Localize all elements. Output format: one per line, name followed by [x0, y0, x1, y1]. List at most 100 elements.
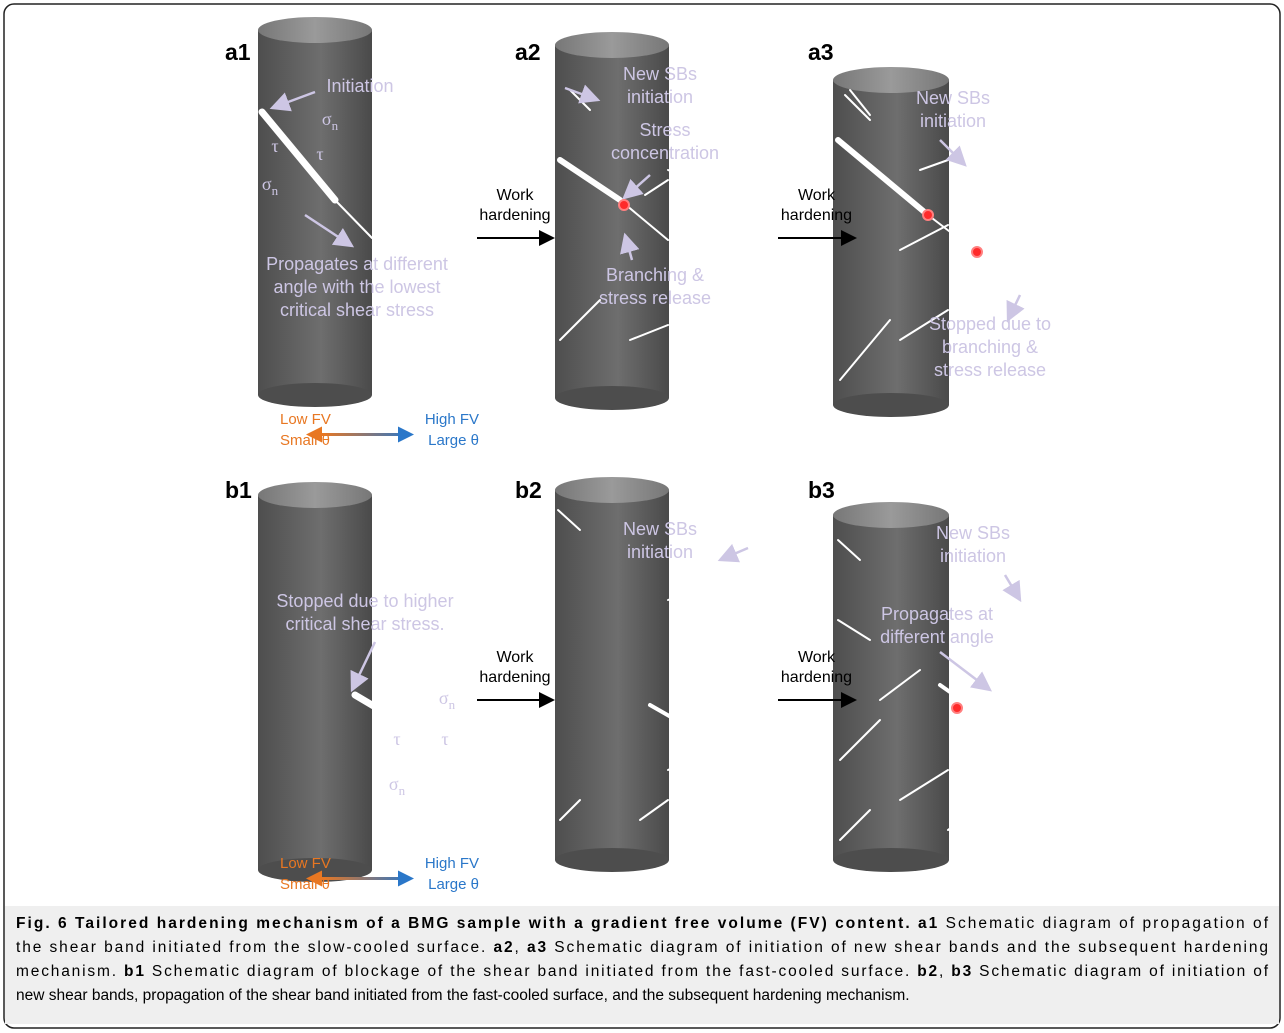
cylinder-bottom [833, 848, 949, 872]
symbol-main: σ [389, 774, 399, 794]
symbol: τ [441, 729, 448, 749]
cylinder-top [555, 32, 669, 58]
pointer-arrow [720, 548, 748, 560]
panel [258, 482, 440, 882]
annotation: initiation [940, 546, 1006, 566]
annotation: angle with the lowest [273, 277, 440, 297]
annotation: initiation [627, 542, 693, 562]
legend-gradient-arrow [322, 877, 410, 880]
stress-point [972, 247, 982, 257]
annotation: Stress [639, 120, 690, 140]
stress-point [923, 210, 933, 220]
caption-run: Schematic diagram of propagation of [939, 915, 1268, 932]
legend-low: Low FV [280, 411, 331, 428]
panel-label: b2 [515, 477, 542, 503]
caption-run: the shear band initiated from the slow-c… [16, 939, 492, 956]
cylinder-top [555, 477, 669, 503]
symbol-subscript: n [272, 183, 279, 198]
annotation: stress release [599, 288, 711, 308]
cylinder-top [833, 502, 949, 528]
cylinder-bottom [833, 393, 949, 417]
caption-run: Schematic diagram of initiation of [973, 963, 1269, 980]
cylinder-top [258, 17, 372, 43]
shear-band [668, 170, 730, 195]
transition-label: Work [496, 187, 534, 204]
cylinder-bottom [555, 386, 669, 410]
symbol-main: τ [393, 729, 400, 749]
cylinder-body [833, 515, 949, 860]
annotation: Stopped due to higher [276, 591, 453, 611]
annotation: initiation [920, 111, 986, 131]
annotation: stress release [934, 360, 1046, 380]
symbol: τ [393, 729, 400, 749]
annotation: New SBs [623, 64, 697, 84]
legend-low: Low FV [280, 855, 331, 872]
annotation: New SBs [936, 523, 1010, 543]
annotation: New SBs [916, 88, 990, 108]
caption-line: mechanism. b1 Schematic diagram of block… [16, 963, 1269, 980]
panel-label: a1 [225, 39, 251, 65]
legend-high: High FV [425, 855, 479, 872]
symbol-main: τ [316, 144, 323, 164]
annotation: Propagates at [881, 604, 993, 624]
panel-label: b1 [225, 477, 252, 503]
cylinder-bottom [555, 848, 669, 872]
symbol-main: σ [262, 174, 272, 194]
annotation: Branching & [606, 265, 704, 285]
annotation: critical shear stress. [285, 614, 444, 634]
shear-band [990, 720, 1048, 760]
symbol-main: σ [439, 688, 449, 708]
cylinder-top [258, 482, 372, 508]
symbol-main: τ [271, 136, 278, 156]
transition-label: hardening [479, 669, 550, 686]
transition-label: Work [496, 649, 534, 666]
panel-label: a3 [808, 39, 834, 65]
shear-band [668, 575, 735, 600]
symbol: τ [316, 144, 323, 164]
caption-run: Schematic diagram of initiation of new s… [548, 939, 1268, 956]
annotation: Stopped due to [929, 314, 1051, 334]
shear-band [948, 800, 990, 830]
annotation: New SBs [623, 519, 697, 539]
symbol: τ [271, 136, 278, 156]
annotation: branching & [942, 337, 1038, 357]
symbol-subscript: n [449, 697, 456, 712]
legend-large: Large θ [428, 432, 479, 449]
symbol: σn [439, 688, 456, 712]
caption-run: mechanism. [16, 963, 122, 980]
legend-large: Large θ [428, 876, 479, 893]
transition-label: hardening [479, 207, 550, 224]
shear-band [668, 745, 720, 770]
annotation: different angle [880, 627, 994, 647]
caption-run: a2 [493, 939, 512, 956]
symbol-main: σ [322, 109, 332, 129]
symbol: σn [389, 774, 406, 798]
annotation: critical shear stress [280, 300, 434, 320]
panel-label: b3 [808, 477, 835, 503]
caption-run: , [939, 963, 949, 980]
caption-run: , [515, 939, 526, 956]
panel-label: a2 [515, 39, 541, 65]
annotation: Initiation [326, 76, 393, 96]
caption-run: a3 [527, 939, 547, 956]
cylinder-bottom [258, 383, 372, 407]
annotation: Propagates at different [266, 254, 448, 274]
pointer-arrow [1005, 575, 1020, 600]
transition-label: Work [798, 649, 836, 666]
caption-line: new shear bands, propagation of the shea… [16, 987, 910, 1004]
transition-label: Work [798, 187, 836, 204]
legend-gradient-arrow [322, 433, 410, 436]
symbol-subscript: n [332, 118, 339, 133]
caption-line: Fig. 6 Tailored hardening mechanism of a… [16, 915, 1269, 932]
symbol-main: τ [441, 729, 448, 749]
legend-high: High FV [425, 411, 479, 428]
symbol-subscript: n [399, 783, 406, 798]
stress-point [619, 200, 629, 210]
caption-run: new shear bands, propagation of the shea… [16, 987, 910, 1004]
annotation: concentration [611, 143, 719, 163]
annotation: initiation [627, 87, 693, 107]
transition-label: hardening [781, 207, 852, 224]
figure: a1 Initiation Propagates at different angle… [0, 0, 1284, 1033]
transition-label: hardening [781, 669, 852, 686]
stress-point [952, 703, 962, 713]
